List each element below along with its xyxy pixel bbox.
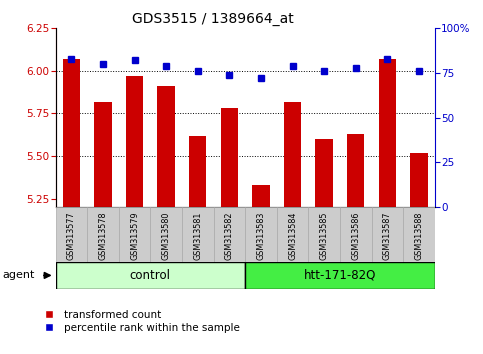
Bar	[308, 207, 340, 262]
Bar	[63, 59, 80, 207]
Bar	[284, 102, 301, 207]
Text: GSM313588: GSM313588	[414, 211, 424, 260]
Bar	[150, 207, 182, 262]
Text: GSM313584: GSM313584	[288, 211, 297, 260]
Text: GSM313586: GSM313586	[351, 211, 360, 260]
Legend: transformed count, percentile rank within the sample: transformed count, percentile rank withi…	[39, 310, 240, 333]
Text: GSM313582: GSM313582	[225, 211, 234, 260]
Bar	[56, 207, 87, 262]
Bar	[277, 207, 308, 262]
Bar	[182, 207, 213, 262]
Text: GSM313583: GSM313583	[256, 211, 266, 260]
Text: control: control	[130, 269, 171, 282]
Bar	[347, 134, 364, 207]
Bar	[371, 207, 403, 262]
Text: GSM313587: GSM313587	[383, 211, 392, 260]
Bar	[94, 102, 112, 207]
Bar	[126, 76, 143, 207]
Text: agent: agent	[2, 270, 35, 280]
Text: GSM313579: GSM313579	[130, 211, 139, 260]
Bar	[403, 207, 435, 262]
Text: GDS3515 / 1389664_at: GDS3515 / 1389664_at	[132, 12, 293, 27]
Bar	[157, 86, 175, 207]
Text: htt-171-82Q: htt-171-82Q	[304, 269, 376, 282]
Bar	[189, 136, 206, 207]
Bar	[245, 262, 435, 289]
Bar	[56, 262, 245, 289]
Bar	[340, 207, 371, 262]
Text: GSM313580: GSM313580	[162, 211, 170, 260]
Bar	[221, 108, 238, 207]
Bar	[315, 139, 333, 207]
Text: GSM313577: GSM313577	[67, 211, 76, 260]
Bar	[245, 207, 277, 262]
Bar	[213, 207, 245, 262]
Text: GSM313581: GSM313581	[193, 211, 202, 260]
Bar	[252, 185, 270, 207]
Bar	[379, 59, 396, 207]
Bar	[410, 153, 427, 207]
Text: GSM313585: GSM313585	[320, 211, 328, 260]
Text: GSM313578: GSM313578	[99, 211, 107, 260]
Bar	[119, 207, 150, 262]
Bar	[87, 207, 119, 262]
